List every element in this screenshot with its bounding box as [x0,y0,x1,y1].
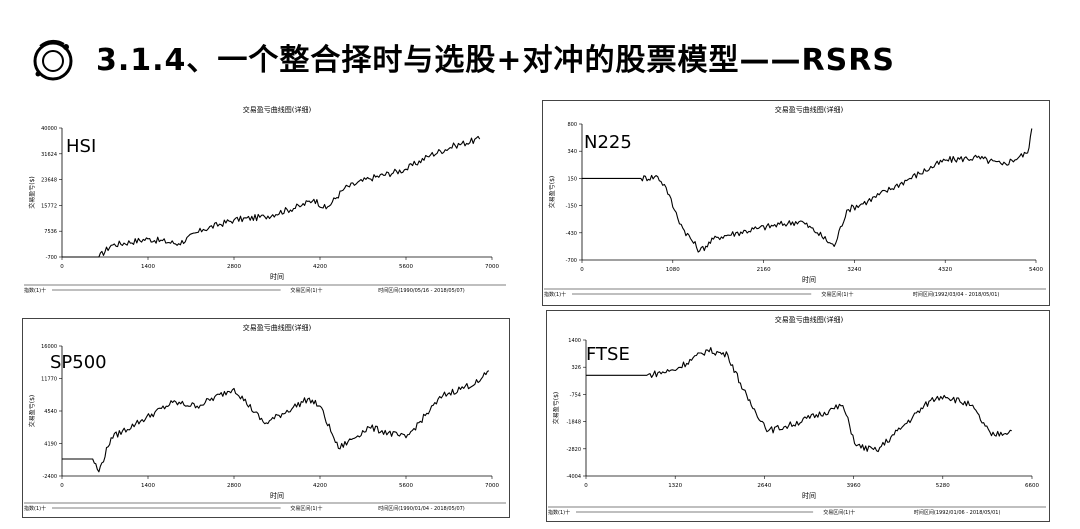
footer-text: 时间区间(1990/05/16 - 2018/05/07) [378,287,465,294]
y-tick-label: 7536 [44,229,57,235]
footer-text: 指数(1)十 [544,291,566,298]
x-tick-label: 5280 [936,483,950,489]
footer-text: 交易区间(1)十 [290,505,322,512]
y-tick-label: 1400 [568,338,581,344]
x-tick-label: 1320 [668,483,682,489]
y-tick-label: 40000 [41,126,57,132]
chart-svg: 交易盈亏曲线图(详细) 0 1400 2800 4200 5600 7000 -700 7536… [24,105,506,294]
y-tick-label: 340 [567,149,577,155]
x-tick-label: 2800 [227,264,241,270]
chart-frame [546,310,1050,522]
x-tick-label: 0 [60,483,64,489]
chart-panel-hsi: 交易盈亏曲线图(详细) 0 1400 2800 4200 5600 7000 -700 7536… [22,100,510,300]
x-tick-label: 3240 [847,267,861,273]
x-tick-label: 3960 [847,483,861,489]
y-tick-label: 15772 [41,203,57,209]
x-tick-label: 0 [584,483,588,489]
slide-header: 3.1.4、一个整合择时与选股+对冲的股票模型——RSRS [0,0,1080,95]
x-tick-label: 1400 [141,483,155,489]
chart-panel-n225: 交易盈亏曲线图(详细) 0 1080 2160 3240 4320 5400 -700 -430… [542,100,1050,306]
index-label: SP500 [50,352,107,373]
chart-title: 交易盈亏曲线图(详细) [775,105,844,114]
y-tick-label: 800 [567,122,577,128]
x-tick-label: 0 [580,267,584,273]
footer-text: 交易区间(1)十 [821,291,853,298]
series-line [62,370,490,473]
y-axis-label: 交易盈亏($) [548,176,556,209]
y-tick-label: 4540 [44,409,57,415]
index-label: HSI [66,136,96,157]
x-tick-label: 6600 [1025,483,1039,489]
x-tick-label: 0 [60,264,64,270]
y-tick-label: 150 [567,176,577,182]
y-tick-label: 11770 [41,377,57,383]
x-tick-label: 1400 [141,264,155,270]
y-axis-label: 交易盈亏($) [28,395,36,428]
series-line [586,347,1012,453]
chart-panel-ftse: 交易盈亏曲线图(详细) 0 1320 2640 3960 5280 6600 -4004 -28… [546,310,1050,522]
y-tick-label: 31624 [41,152,57,158]
y-tick-label: -430 [566,231,577,237]
y-tick-label: -700 [566,258,577,264]
chart-panel-sp500: 交易盈亏曲线图(详细) 0 1400 2800 4200 5600 7000 -2400 419… [22,318,510,518]
footer-text: 指数(1)十 [24,505,46,512]
series-line [62,135,481,258]
y-tick-label: -700 [46,255,57,261]
y-tick-label: -2400 [42,474,57,480]
y-axis-label: 交易盈亏($) [28,176,36,209]
index-label: FTSE [586,344,630,365]
footer-text: 时间区间(1992/03/04 - 2018/05/01) [913,291,1000,298]
chart-title: 交易盈亏曲线图(详细) [243,323,312,332]
footer-text: 交易区间(1)十 [823,509,855,516]
y-tick-label: 4190 [44,442,57,448]
y-tick-label: 23648 [41,178,57,184]
y-tick-label: -2820 [566,447,581,453]
chart-frame [542,100,1050,306]
chart-title: 交易盈亏曲线图(详细) [775,315,844,324]
x-tick-label: 1080 [666,267,680,273]
x-tick-label: 7000 [485,483,499,489]
chart-svg: 交易盈亏曲线图(详细) 0 1080 2160 3240 4320 5400 -700 -430… [542,100,1050,306]
footer-text: 指数(1)十 [24,287,46,294]
y-tick-label: -4004 [566,474,581,480]
x-tick-label: 2160 [757,267,771,273]
footer-text: 时间区间(1990/01/04 - 2018/05/07) [378,505,465,512]
y-axis-label: 交易盈亏($) [552,392,560,425]
y-tick-label: 16000 [41,344,57,350]
x-tick-label: 4320 [938,267,952,273]
x-axis-label: 时间 [802,275,816,284]
x-axis-label: 时间 [270,491,284,500]
ring-logo-icon [33,39,73,81]
x-tick-label: 4200 [313,483,327,489]
chart-title: 交易盈亏曲线图(详细) [243,105,312,114]
footer-text: 指数(1)十 [548,509,570,516]
y-tick-label: -150 [566,204,577,210]
x-tick-label: 5400 [1029,267,1043,273]
x-tick-label: 5600 [399,483,413,489]
chart-frame [22,318,510,518]
x-tick-label: 4200 [313,264,327,270]
x-tick-label: 5600 [399,264,413,270]
y-tick-label: -754 [570,392,581,398]
x-tick-label: 7000 [485,264,499,270]
y-tick-label: 326 [571,365,581,371]
x-tick-label: 2800 [227,483,241,489]
footer-text: 时间区间(1992/01/06 - 2018/05/01) [914,509,1001,516]
chart-svg: 交易盈亏曲线图(详细) 0 1400 2800 4200 5600 7000 -2400 419… [22,318,510,518]
x-axis-label: 时间 [270,272,284,281]
chart-svg: 交易盈亏曲线图(详细) 0 1320 2640 3960 5280 6600 -4004 -28… [546,310,1050,522]
x-tick-label: 2640 [757,483,771,489]
x-axis-label: 时间 [802,491,816,500]
index-label: N225 [584,132,632,153]
footer-text: 交易区间(1)十 [290,287,322,294]
page-title: 3.1.4、一个整合择时与选股+对冲的股票模型——RSRS [96,43,895,78]
series-line [582,128,1033,253]
y-tick-label: -1848 [566,420,581,426]
